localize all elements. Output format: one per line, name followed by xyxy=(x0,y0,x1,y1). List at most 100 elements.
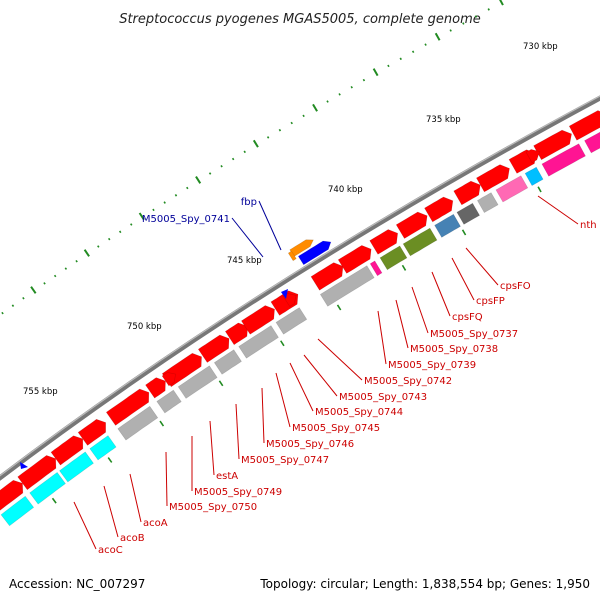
leader-line xyxy=(377,310,387,365)
cog-block xyxy=(456,202,481,225)
tick-label: 735 kbp xyxy=(426,115,461,125)
leader-line xyxy=(411,286,429,334)
major-tick xyxy=(312,103,318,112)
fbp-gene xyxy=(289,239,314,258)
gene-label-M5005_Spy_0739[interactable]: M5005_Spy_0739 xyxy=(388,360,476,371)
leader-line xyxy=(73,501,97,550)
M5005_Spy_0741-gene xyxy=(297,240,332,266)
leader-line xyxy=(165,451,168,507)
cds-arrow xyxy=(424,196,454,223)
gene-label-cpsFO[interactable]: cpsFO xyxy=(500,281,531,292)
cog-block xyxy=(369,260,383,277)
gene-label-M5005_Spy_0738[interactable]: M5005_Spy_0738 xyxy=(410,344,498,355)
leader-line xyxy=(129,473,142,523)
inner-tick xyxy=(159,420,165,427)
cds-arrow xyxy=(533,129,572,161)
leader-line xyxy=(317,338,363,381)
cog-block xyxy=(495,175,529,203)
gene-label-M5005_Spy_0745[interactable]: M5005_Spy_0745 xyxy=(292,423,380,434)
label-leaders xyxy=(73,195,579,550)
gene-label-cpsFP[interactable]: cpsFP xyxy=(476,296,505,307)
gene-label-M5005_Spy_0744[interactable]: M5005_Spy_0744 xyxy=(315,407,403,418)
gene-label-M5005_Spy_0737[interactable]: M5005_Spy_0737 xyxy=(430,329,518,340)
major-tick xyxy=(195,175,202,184)
gene-label-M5005_Spy_0741[interactable]: M5005_Spy_0741 xyxy=(142,214,230,225)
minor-tick xyxy=(43,282,46,285)
blue-marker xyxy=(20,462,28,469)
leader-line xyxy=(235,403,240,460)
cds-arrow xyxy=(197,334,230,363)
minor-tick xyxy=(11,304,15,307)
gene-label-acoB[interactable]: acoB xyxy=(120,533,145,544)
gene-label-cpsFQ[interactable]: cpsFQ xyxy=(452,312,483,323)
cds-arrow xyxy=(77,418,106,446)
inner-tick xyxy=(107,457,113,463)
inner-tick xyxy=(401,264,407,271)
tick-label: 740 kbp xyxy=(328,185,363,195)
leader-line xyxy=(209,420,215,476)
cds-fragment xyxy=(161,372,176,387)
tick-label: 750 kbp xyxy=(127,322,162,332)
gene-label-acoA[interactable]: acoA xyxy=(143,518,168,529)
minor-tick xyxy=(474,15,478,18)
cds-arrow xyxy=(475,164,510,193)
tick-label: 745 kbp xyxy=(227,256,262,266)
gene-label-fbp[interactable]: fbp xyxy=(241,197,257,208)
cog-block xyxy=(117,405,159,441)
leader-line xyxy=(258,200,282,251)
inner-tick xyxy=(280,340,285,347)
minor-tick xyxy=(266,136,270,139)
minor-tick xyxy=(174,194,178,197)
cog-block xyxy=(275,307,308,335)
leader-line xyxy=(537,195,579,225)
minor-tick xyxy=(278,128,282,132)
minor-tick xyxy=(208,172,212,175)
minor-tick xyxy=(399,57,402,61)
gene-label-M5005_Spy_0746[interactable]: M5005_Spy_0746 xyxy=(266,439,354,450)
gene-label-M5005_Spy_0750[interactable]: M5005_Spy_0750 xyxy=(169,502,257,513)
cog-block xyxy=(476,192,499,214)
gene-label-estA[interactable]: estA xyxy=(216,471,238,482)
cds-fragment xyxy=(525,149,540,164)
cds-arrow xyxy=(240,305,275,335)
cds-arrow xyxy=(224,322,249,346)
minor-tick xyxy=(186,186,189,190)
major-tick xyxy=(434,32,441,41)
gene-label-M5005_Spy_0742[interactable]: M5005_Spy_0742 xyxy=(364,376,452,387)
gene-label-M5005_Spy_0747[interactable]: M5005_Spy_0747 xyxy=(241,455,329,466)
major-tick xyxy=(499,0,504,6)
cog-block xyxy=(402,227,438,257)
cds-arrow xyxy=(0,479,24,511)
minor-tick xyxy=(118,230,122,234)
minor-tick xyxy=(220,164,223,168)
cds-arrow xyxy=(395,211,428,239)
cds-arrow xyxy=(453,180,481,206)
minor-tick xyxy=(350,85,353,89)
minor-tick xyxy=(75,259,78,263)
cds-arrow xyxy=(568,110,600,141)
cog-block xyxy=(584,131,600,154)
minor-tick xyxy=(362,78,366,82)
gene-features xyxy=(0,110,600,527)
leader-line xyxy=(451,257,475,301)
gene-label-acoC[interactable]: acoC xyxy=(98,545,123,556)
minor-tick xyxy=(231,157,235,161)
minor-tick xyxy=(163,201,166,204)
blue-marker xyxy=(281,289,288,299)
cds-arrow xyxy=(310,262,344,291)
leader-line xyxy=(465,247,499,286)
major-tick xyxy=(252,139,259,148)
gene-label-M5005_Spy_0743[interactable]: M5005_Spy_0743 xyxy=(339,392,427,403)
major-tick xyxy=(30,286,37,294)
leader-line xyxy=(303,354,338,397)
gene-label-nth[interactable]: nth xyxy=(580,220,597,231)
minor-tick xyxy=(302,114,305,118)
cds-arrow xyxy=(17,455,57,491)
minor-tick xyxy=(338,93,341,96)
leader-line xyxy=(275,372,291,428)
inner-tick xyxy=(461,229,467,236)
cog-block xyxy=(156,389,182,414)
gene-label-M5005_Spy_0749[interactable]: M5005_Spy_0749 xyxy=(194,487,282,498)
cog-block xyxy=(541,143,586,177)
